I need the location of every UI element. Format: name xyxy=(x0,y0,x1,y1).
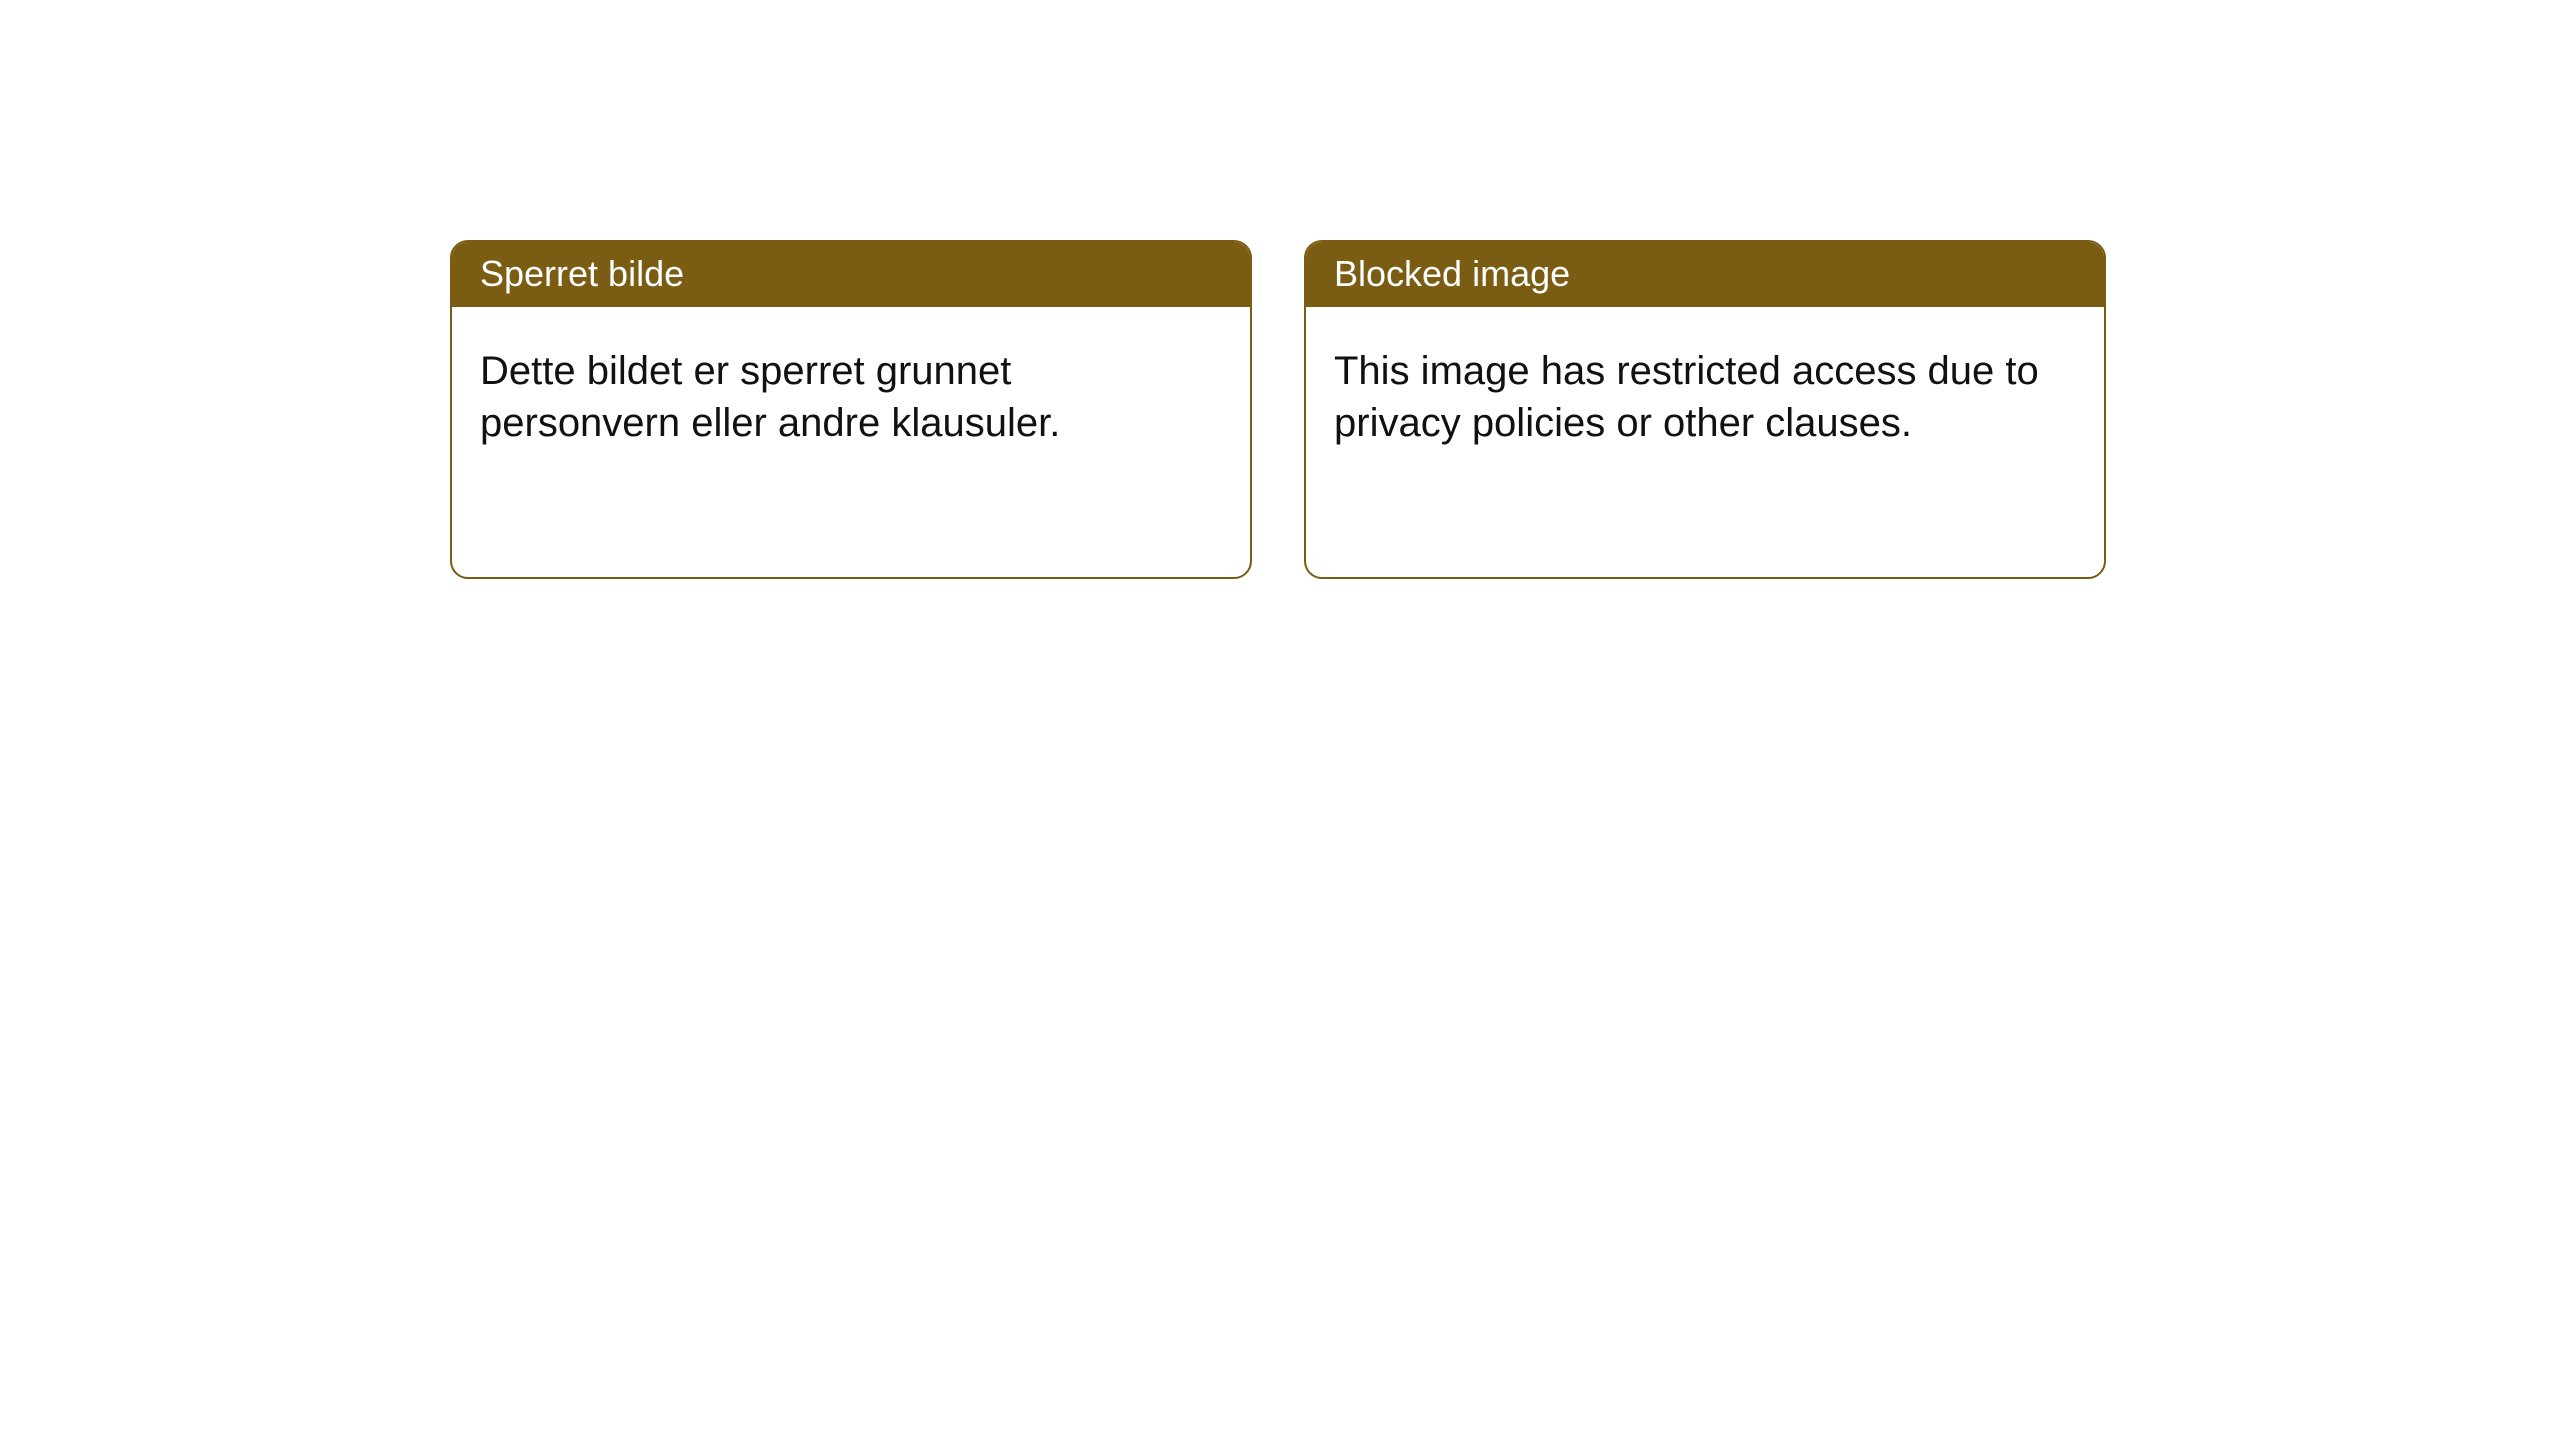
card-body-en: This image has restricted access due to … xyxy=(1306,307,2104,577)
cards-container: Sperret bilde Dette bildet er sperret gr… xyxy=(0,0,2560,579)
card-header-en: Blocked image xyxy=(1306,242,2104,307)
blocked-image-card-no: Sperret bilde Dette bildet er sperret gr… xyxy=(450,240,1252,579)
card-body-no: Dette bildet er sperret grunnet personve… xyxy=(452,307,1250,577)
card-header-no: Sperret bilde xyxy=(452,242,1250,307)
blocked-image-card-en: Blocked image This image has restricted … xyxy=(1304,240,2106,579)
